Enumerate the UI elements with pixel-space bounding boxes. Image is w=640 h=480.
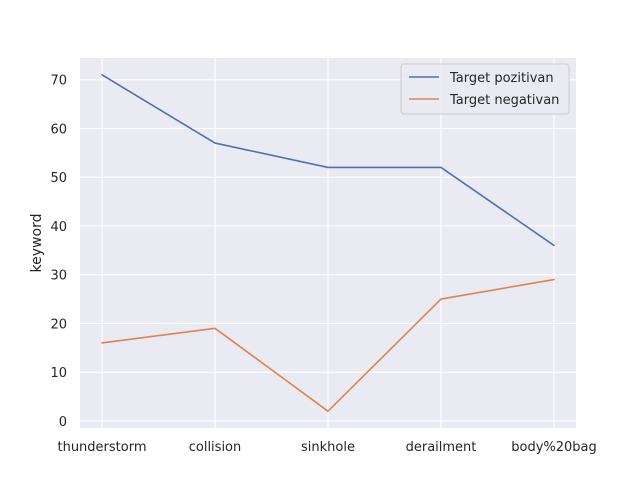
- y-tick-label: 20: [50, 317, 67, 332]
- x-tick-label: thunderstorm: [57, 440, 146, 455]
- y-tick-label: 0: [59, 415, 67, 430]
- x-tick-label: body%20bag: [511, 440, 597, 455]
- y-tick-label: 10: [50, 366, 67, 381]
- legend-box: [400, 63, 570, 115]
- y-tick-labels: 0 10 20 30 40 50 60 70: [50, 74, 67, 430]
- grid-lines: [80, 58, 576, 428]
- y-tick-label: 70: [50, 74, 67, 89]
- y-tick-label: 30: [50, 269, 67, 284]
- y-tick-label: 50: [50, 171, 67, 186]
- series-line-2: [101, 278, 555, 412]
- x-tick-label: derailment: [406, 440, 477, 455]
- x-tick-label: sinkhole: [301, 440, 355, 455]
- series-line-1: [101, 74, 555, 247]
- series-lines: [101, 74, 555, 412]
- y-axis-label: keyword: [29, 214, 45, 273]
- legend-label: Target negativan: [449, 93, 559, 108]
- legend-label: Target pozitivan: [449, 71, 554, 86]
- x-tick-labels: thunderstorm collision sinkhole derailment b…: [57, 440, 596, 455]
- x-tick-label: collision: [189, 440, 242, 455]
- legend: Target pozitivan Target negativan: [400, 63, 570, 115]
- y-tick-label: 60: [50, 122, 67, 137]
- y-tick-label: 40: [50, 220, 67, 235]
